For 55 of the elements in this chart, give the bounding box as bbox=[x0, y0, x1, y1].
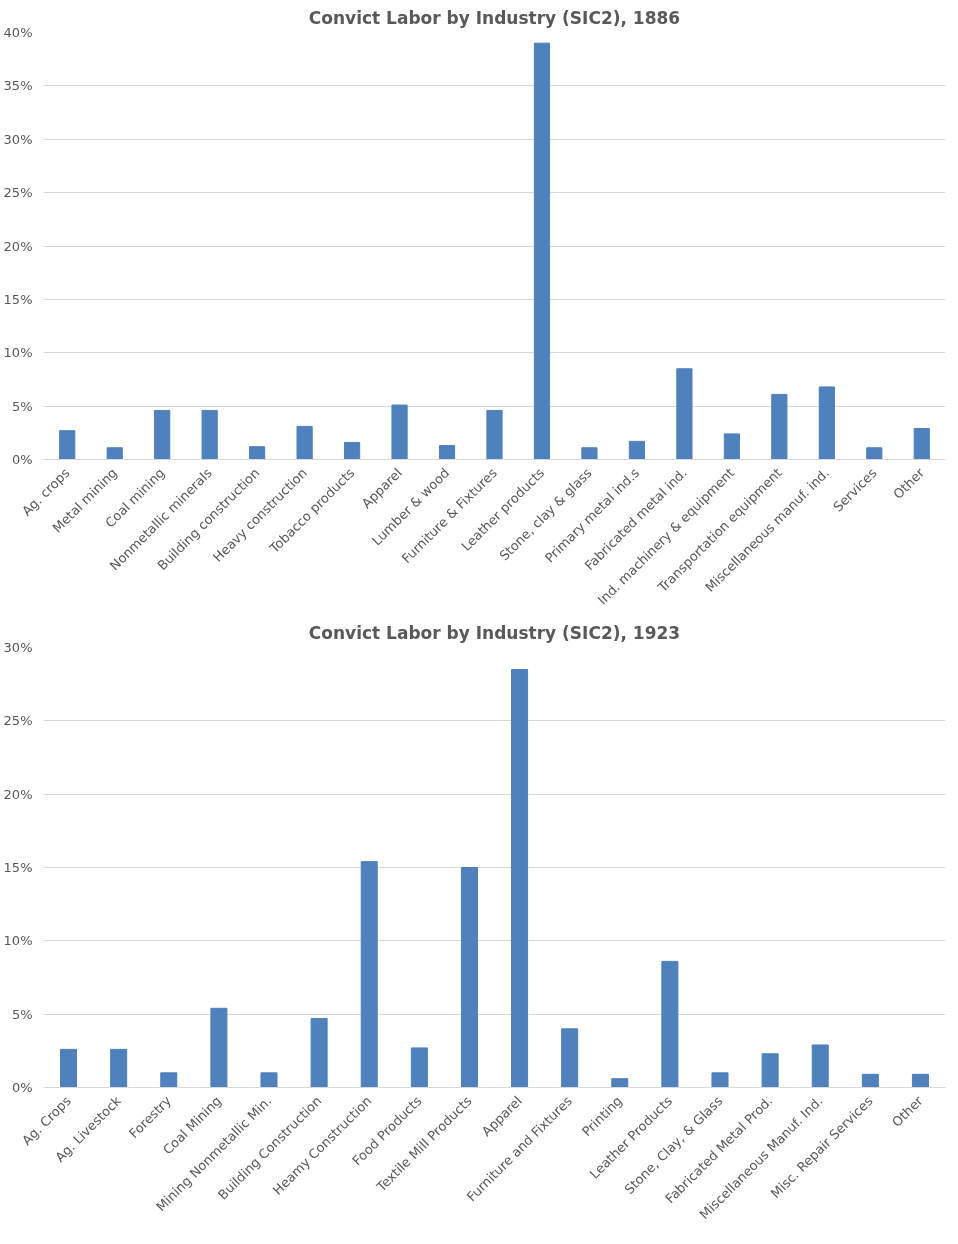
bar bbox=[486, 409, 503, 460]
bar bbox=[676, 368, 693, 460]
bar bbox=[911, 1073, 929, 1088]
bar bbox=[811, 1044, 829, 1088]
y-tick-label: 10% bbox=[3, 933, 33, 949]
bar bbox=[343, 441, 361, 460]
bar bbox=[391, 404, 408, 460]
y-tick-label: 25% bbox=[3, 185, 33, 201]
y-tick-label: 25% bbox=[3, 713, 33, 729]
y-tick-label: 40% bbox=[3, 25, 33, 40]
y-tick-label: 30% bbox=[3, 131, 33, 147]
bar bbox=[210, 1007, 228, 1088]
bar bbox=[611, 1078, 629, 1088]
y-tick-label: 30% bbox=[3, 640, 33, 655]
bar bbox=[511, 669, 529, 1088]
y-tick-label: 35% bbox=[3, 78, 33, 94]
bar bbox=[310, 1018, 328, 1088]
bar bbox=[60, 1048, 78, 1088]
bar bbox=[913, 428, 930, 460]
bar bbox=[110, 1048, 128, 1088]
bar bbox=[711, 1072, 729, 1088]
bar bbox=[296, 425, 313, 460]
y-tick-label: 5% bbox=[11, 398, 33, 414]
bar bbox=[360, 861, 378, 1088]
bar bbox=[581, 447, 598, 460]
bar bbox=[260, 1072, 278, 1088]
bar bbox=[861, 1073, 879, 1088]
bar bbox=[59, 430, 76, 460]
y-tick-label: 15% bbox=[3, 291, 33, 307]
bar bbox=[410, 1047, 428, 1088]
bar bbox=[661, 960, 679, 1088]
bar bbox=[201, 409, 218, 460]
bar bbox=[438, 445, 456, 460]
bar bbox=[771, 393, 788, 460]
y-tick-label: 0% bbox=[11, 452, 33, 467]
bar bbox=[106, 447, 123, 460]
chart-title: Convict Labor by Industry (SIC2), 1886 bbox=[308, 7, 681, 28]
y-tick-label: 10% bbox=[3, 345, 33, 361]
bar bbox=[154, 409, 171, 460]
y-tick-label: 20% bbox=[3, 786, 33, 802]
y-tick-label: 5% bbox=[11, 1006, 33, 1022]
bar bbox=[761, 1053, 779, 1088]
bar bbox=[533, 42, 551, 460]
bar bbox=[866, 447, 883, 460]
bar bbox=[628, 440, 646, 460]
bar bbox=[460, 867, 478, 1088]
y-tick-label: 20% bbox=[3, 238, 33, 254]
bar bbox=[818, 386, 835, 460]
y-tick-label: 15% bbox=[3, 860, 33, 875]
y-tick-label: 0% bbox=[11, 1080, 33, 1095]
bar bbox=[249, 446, 266, 460]
bar bbox=[561, 1028, 579, 1088]
bar bbox=[723, 433, 740, 460]
chart-title: Convict Labor by Industry (SIC2), 1923 bbox=[308, 622, 681, 643]
bar bbox=[160, 1072, 178, 1088]
